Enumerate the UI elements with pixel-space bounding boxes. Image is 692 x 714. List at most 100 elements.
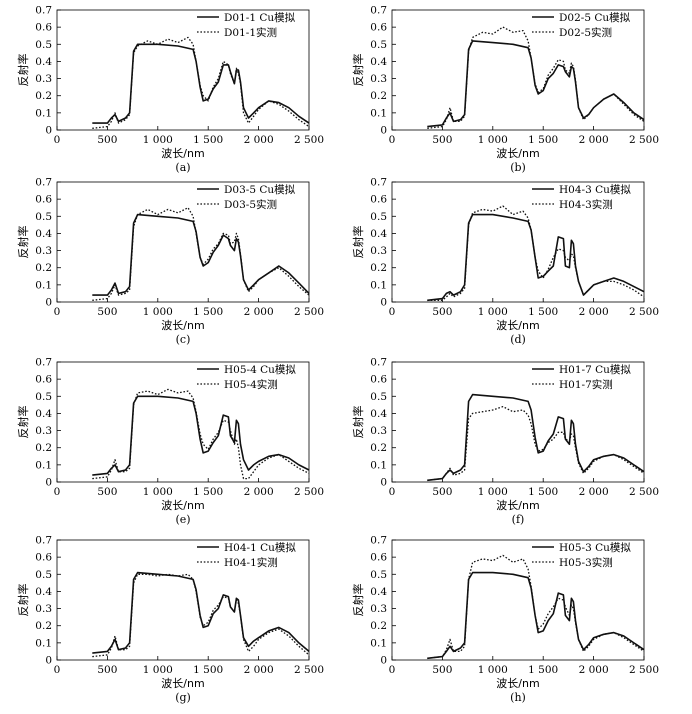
y-tick-label: 0.4 [370, 408, 387, 420]
x-tick-label: 1 000 [478, 306, 508, 318]
y-axis-title: 反射率 [351, 584, 365, 617]
measured-series-line [92, 388, 310, 480]
x-tick-label: 0 [389, 306, 396, 318]
x-axis-title: 波长/nm [161, 677, 204, 690]
y-tick-label: 0.7 [370, 357, 387, 369]
plot-frame [56, 361, 310, 483]
legend-label: H05-4实测 [224, 378, 278, 391]
y-tick-label: 0.3 [370, 73, 387, 85]
y-tick-label: 0.2 [35, 620, 52, 632]
x-axis-title: 波长/nm [496, 677, 539, 690]
plot-frame [56, 9, 310, 131]
x-tick-label: 2 500 [629, 486, 659, 498]
y-tick-label: 0.6 [35, 552, 52, 564]
y-tick-label: 0.1 [370, 637, 387, 649]
x-tick-label: 2 500 [294, 486, 324, 498]
y-tick-label: 0.5 [370, 569, 387, 581]
chart-panel-d: 0 0.1 0.2 0.3 0.4 0.5 0.6 0.7 0 500 1 000 1 500 2 00… [351, 177, 659, 347]
y-axis-title: 反射率 [16, 406, 30, 439]
measured-series-line [427, 554, 645, 659]
x-tick-label: 2 000 [579, 306, 609, 318]
y-axis-title: 反射率 [16, 54, 30, 87]
y-tick-label: 0.4 [35, 408, 52, 420]
y-tick-label: 0.6 [35, 374, 52, 386]
chart-panel-g: 0 0.1 0.2 0.3 0.4 0.5 0.6 0.7 0 500 1 000 1 500 2 00… [16, 535, 324, 705]
y-tick-label: 0.2 [370, 262, 387, 274]
x-axis-title: 波长/nm [496, 319, 539, 332]
x-tick-label: 1 500 [528, 306, 558, 318]
x-tick-label: 1 500 [193, 664, 223, 676]
panel-label: (d) [510, 333, 526, 346]
x-tick-label: 2 500 [294, 306, 324, 318]
y-tick-label: 0.7 [35, 357, 52, 369]
plot-frame [391, 181, 645, 303]
x-tick-label: 500 [432, 486, 452, 498]
legend-label: H01-7实测 [559, 378, 613, 391]
simulated-series-line [92, 43, 310, 124]
y-tick-label: 0.5 [370, 39, 387, 51]
x-tick-label: 500 [97, 664, 117, 676]
legend-label: D01-1 Cu模拟 [224, 11, 296, 24]
y-axis-title: 反射率 [16, 584, 30, 617]
x-tick-label: 2 000 [579, 486, 609, 498]
legend-label: H05-4 Cu模拟 [224, 363, 296, 376]
panel-label: (g) [175, 691, 191, 704]
y-tick-label: 0.6 [370, 374, 387, 386]
legend-label: H05-3 Cu模拟 [559, 541, 631, 554]
y-tick-label: 0.4 [370, 56, 387, 68]
legend-label: H04-1 Cu模拟 [224, 541, 296, 554]
y-tick-label: 0.1 [35, 107, 52, 119]
x-tick-label: 2 500 [629, 134, 659, 146]
legend-label: D01-1实测 [224, 26, 277, 39]
x-tick-label: 2 000 [579, 664, 609, 676]
y-tick-label: 0.4 [370, 228, 387, 240]
x-tick-label: 1 500 [528, 664, 558, 676]
x-tick-label: 2 000 [244, 486, 274, 498]
x-tick-label: 1 000 [478, 486, 508, 498]
chart-panel-h: 0 0.1 0.2 0.3 0.4 0.5 0.6 0.7 0 500 1 000 1 500 2 00… [351, 535, 659, 705]
y-tick-label: 0.3 [35, 245, 52, 257]
y-tick-label: 0 [380, 297, 387, 309]
x-tick-label: 0 [54, 664, 61, 676]
panel-label: (h) [510, 691, 526, 704]
legend-label: H04-1实测 [224, 556, 278, 569]
y-tick-label: 0.3 [35, 603, 52, 615]
simulated-series-line [92, 571, 310, 654]
y-tick-label: 0.4 [35, 56, 52, 68]
x-tick-label: 0 [54, 306, 61, 318]
x-tick-label: 1 500 [528, 134, 558, 146]
plot-frame [391, 539, 645, 661]
x-axis-title: 波长/nm [161, 319, 204, 332]
x-axis-title: 波长/nm [496, 147, 539, 160]
y-tick-label: 0.2 [370, 442, 387, 454]
y-tick-label: 0.7 [370, 535, 387, 547]
chart-panel-c: 0 0.1 0.2 0.3 0.4 0.5 0.6 0.7 0 500 1 000 1 500 2 00… [16, 177, 324, 347]
x-tick-label: 0 [54, 486, 61, 498]
y-tick-label: 0.3 [35, 425, 52, 437]
legend-label: D03-5实测 [224, 198, 277, 211]
x-axis-title: 波长/nm [161, 147, 204, 160]
y-tick-label: 0.1 [370, 459, 387, 471]
x-tick-label: 2 500 [629, 306, 659, 318]
y-tick-label: 0.6 [35, 194, 52, 206]
y-tick-label: 0.2 [370, 90, 387, 102]
x-axis-title: 波长/nm [496, 499, 539, 512]
y-tick-label: 0.1 [35, 459, 52, 471]
y-tick-label: 0 [380, 125, 387, 137]
x-tick-label: 500 [432, 664, 452, 676]
y-tick-label: 0 [45, 297, 52, 309]
legend-label: H01-7 Cu模拟 [559, 363, 631, 376]
y-tick-label: 0.1 [35, 279, 52, 291]
plot-frame [391, 361, 645, 483]
measured-series-line [427, 205, 645, 301]
chart-panel-b: 0 0.1 0.2 0.3 0.4 0.5 0.6 0.7 0 500 1 000 1 500 2 00… [351, 5, 659, 175]
legend-label: D03-5 Cu模拟 [224, 183, 296, 196]
x-tick-label: 1 500 [193, 306, 223, 318]
panel-label: (e) [175, 513, 190, 526]
y-tick-label: 0.4 [35, 228, 52, 240]
simulated-series-line [427, 571, 645, 660]
x-tick-label: 1 500 [193, 486, 223, 498]
x-tick-label: 1 000 [478, 134, 508, 146]
simulated-series-line [427, 393, 645, 482]
